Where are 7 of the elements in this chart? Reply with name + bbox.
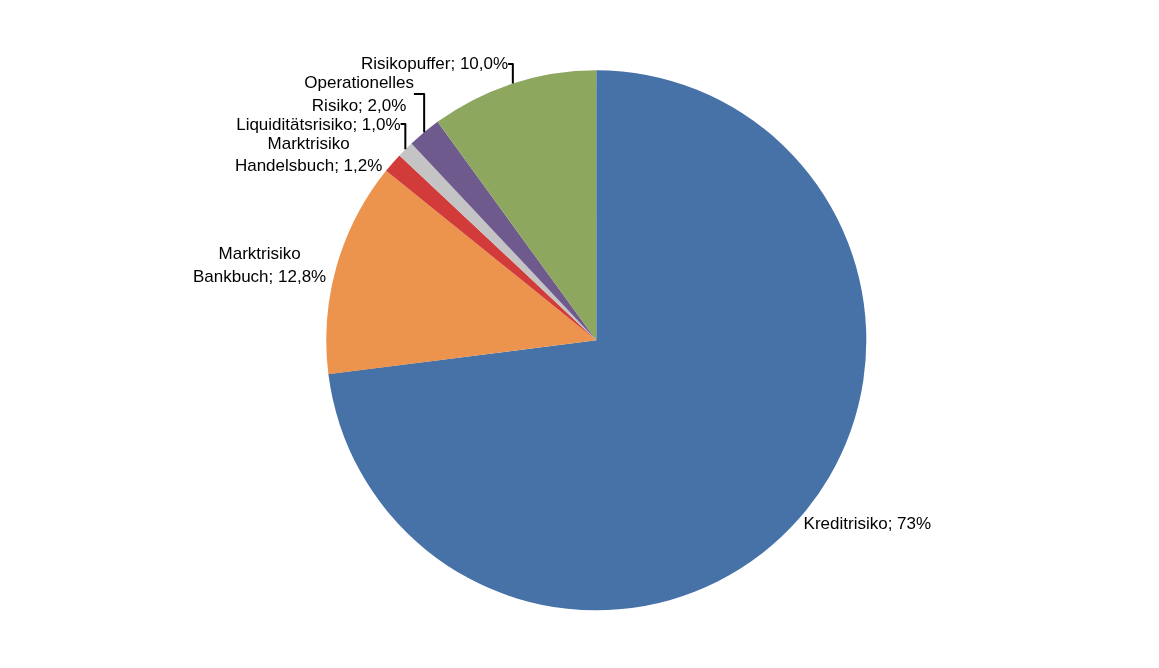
slice-label: Risikopuffer; 10,0% [360,54,509,74]
slice-label: Liquiditätsrisiko; 1,0% [236,114,401,134]
slice-label: Kreditrisiko; 73% [803,513,932,533]
slice-label: Marktrisiko Bankbuch; 12,8% [192,244,327,286]
slice-label: Marktrisiko Handelsbuch; 1,2% [234,133,383,175]
slice-label: Operationelles Risiko; 2,0% [304,73,414,115]
pie-slice [437,70,597,341]
